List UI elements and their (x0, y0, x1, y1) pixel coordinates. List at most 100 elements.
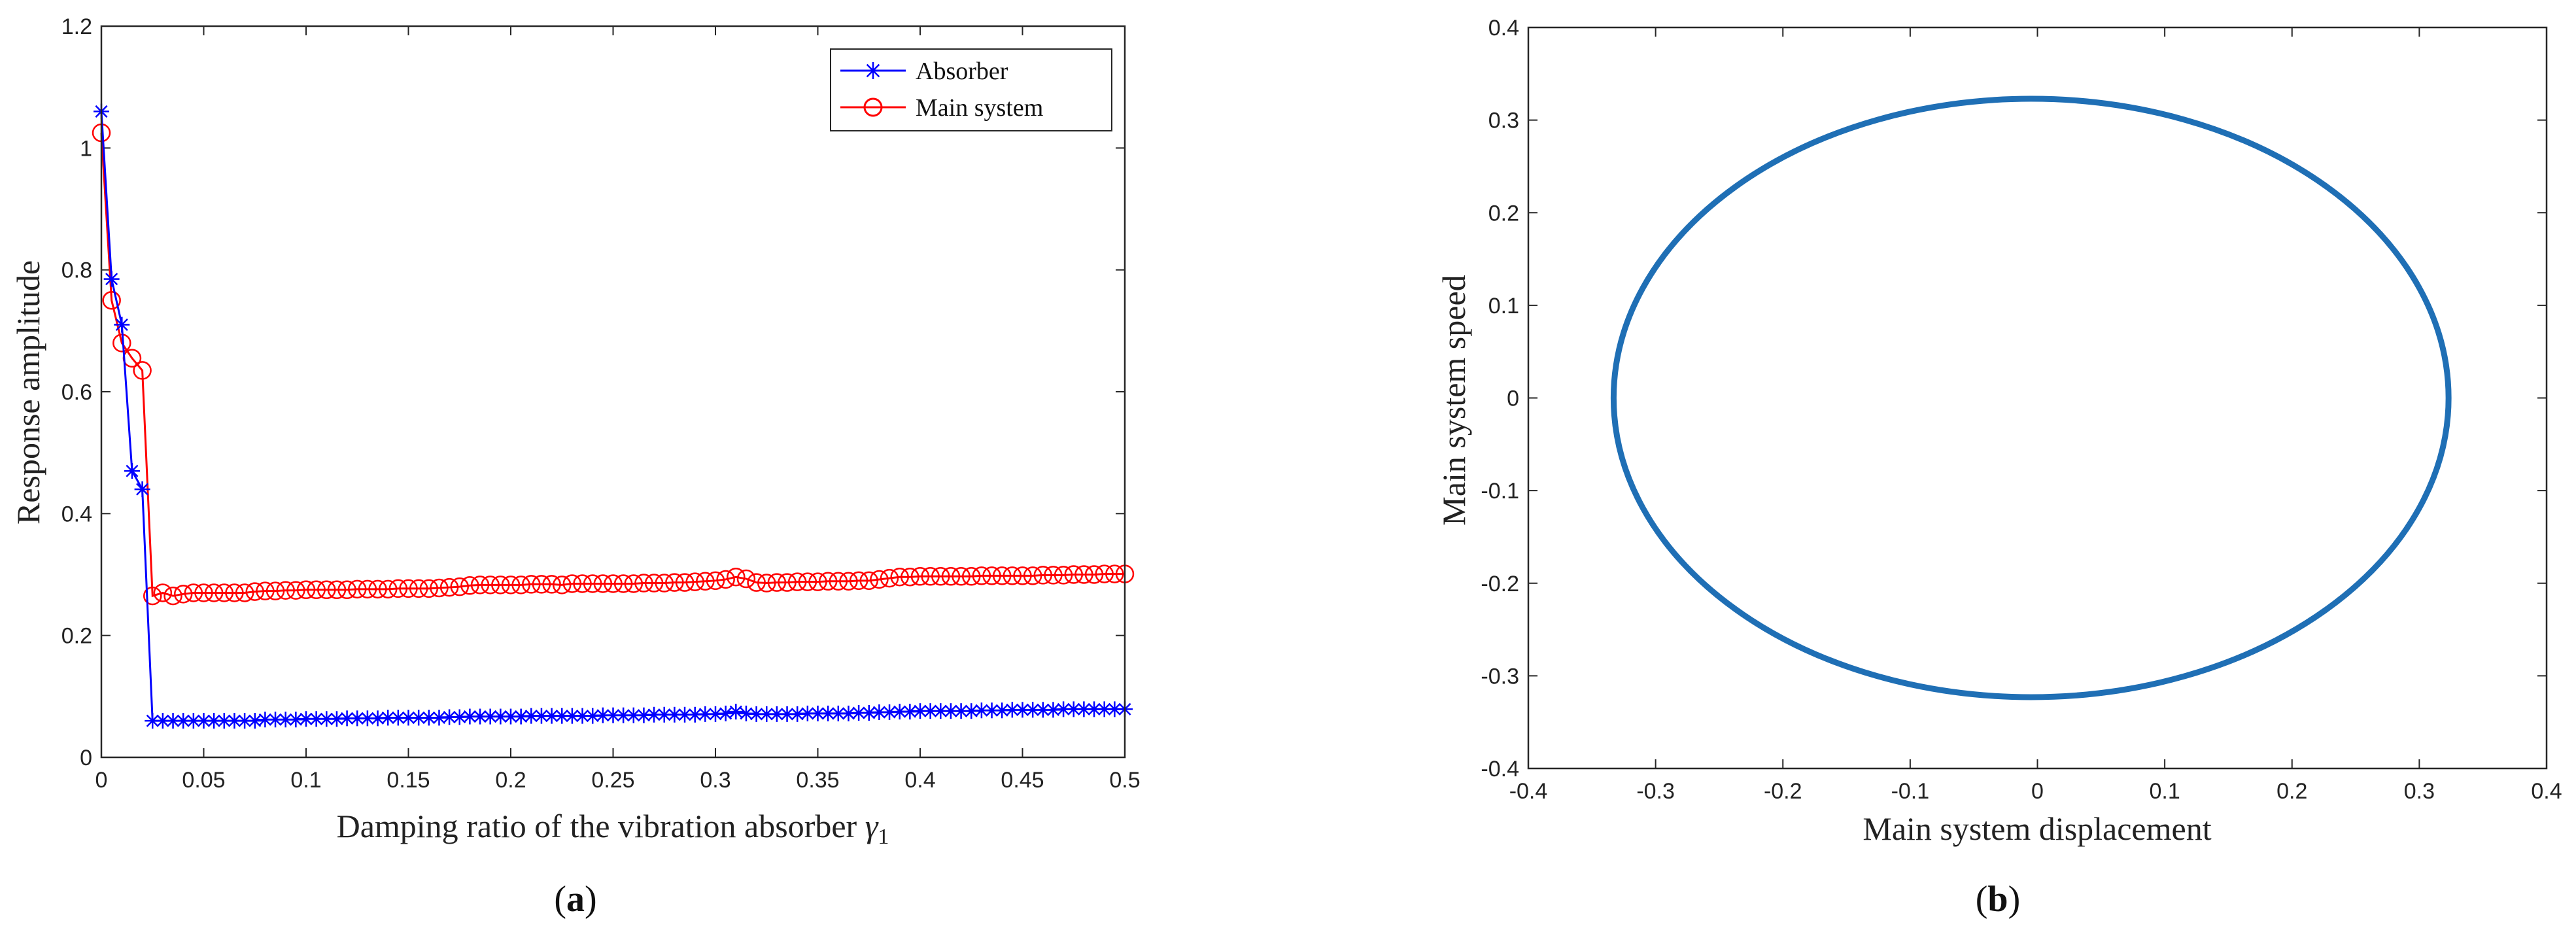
main-system-point (388, 579, 408, 598)
main-system-point (910, 567, 930, 586)
main-system-point (296, 580, 316, 600)
panel-b-x-tick-label: -0.3 (1636, 779, 1675, 804)
absorber-point (882, 704, 898, 721)
panel-a-x-tick-label: 0.3 (700, 768, 730, 793)
main-system-point (839, 572, 858, 591)
panel-b-letter: b (1987, 879, 2008, 920)
panel-a-x-tick-label: 0.05 (182, 768, 225, 793)
panel-b-ticks: -0.4 -0.3 -0.2 -0.1 0 0.1 0.2 0.3 0.4 -0.4 -0.3 -0.… (1481, 16, 2562, 804)
absorber-point (247, 713, 263, 729)
main-system-point (634, 574, 653, 593)
main-system-point (727, 567, 746, 587)
main-system-point (880, 568, 899, 588)
legend-absorber-asterisk (865, 62, 882, 79)
main-system-point (736, 569, 756, 589)
legend-main-system-marker-icon (863, 97, 883, 117)
panel-a-x-tick-label: 0.35 (796, 768, 839, 793)
main-system-point (962, 567, 981, 586)
panel-b-x-tick-label: 0.3 (2404, 779, 2435, 804)
main-system-point (849, 571, 868, 591)
absorber-point (564, 708, 580, 724)
main-system-point (787, 572, 807, 591)
main-system-point (593, 574, 613, 593)
main-system-point (1074, 565, 1093, 584)
absorber-point (349, 710, 366, 727)
main-system-point (808, 572, 827, 591)
main-system-point (767, 573, 787, 592)
panel-a-y-axis-label: Response amplitude (10, 260, 46, 525)
main-system-point (604, 574, 623, 593)
panel-b-y-tick-label: 0.2 (1488, 201, 1519, 226)
absorber-point (492, 708, 509, 725)
panel-a-x-tick-label: 0.4 (904, 768, 935, 793)
main-system-point (1054, 566, 1073, 585)
absorber-point (942, 703, 959, 719)
main-system-point (511, 576, 530, 594)
absorber-point (154, 713, 171, 729)
legend-main-system-entry: Main system (840, 94, 1043, 122)
main-system-point (982, 566, 1001, 585)
panel-a-y-tick-label: 0.6 (61, 380, 92, 405)
absorber-point (206, 713, 222, 729)
main-system-point (102, 291, 121, 310)
main-system-point (173, 585, 193, 604)
panel-b-x-tick-label: -0.4 (1509, 779, 1548, 804)
main-system-point (542, 575, 561, 594)
main-system-point (439, 577, 459, 597)
main-system-point (798, 572, 817, 591)
panel-a-y-tick-label: 0 (80, 746, 92, 770)
panel-b-y-tick-label: -0.2 (1481, 572, 1519, 596)
main-system-point (276, 581, 295, 600)
main-system-point (399, 579, 418, 598)
absorber-point (165, 713, 181, 729)
main-system-point (430, 578, 449, 598)
main-system-series (92, 123, 1135, 606)
main-system-point (358, 579, 377, 599)
main-system-point (1064, 565, 1083, 584)
absorber-point (605, 707, 621, 723)
main-system-point (624, 574, 644, 593)
panel-b-y-tick-label: -0.1 (1481, 479, 1519, 504)
main-system-point (1023, 566, 1042, 585)
panel-b-y-axis-label: Main system speed (1435, 275, 1472, 525)
panel-a-x-tick-label: 0.2 (495, 768, 526, 793)
main-system-point (133, 361, 152, 380)
main-system-point (675, 573, 695, 592)
absorber-point (779, 706, 795, 722)
panel-a-x-tick-label: 0.15 (386, 768, 430, 793)
absorber-point (411, 710, 427, 726)
panel-a-x-tick-label: 0.45 (1001, 768, 1044, 793)
panel-b-y-tick-label: 0.4 (1488, 16, 1519, 41)
panel-a-axes-frame (100, 25, 1126, 759)
absorber-point (503, 708, 519, 725)
absorber-point (114, 317, 130, 333)
main-system-point (921, 567, 940, 586)
main-system-point (286, 581, 305, 600)
absorber-point (257, 712, 273, 728)
panel-b-label: (b) (1976, 879, 2020, 920)
main-system-point (859, 571, 878, 591)
absorber-point (1096, 701, 1112, 717)
panel-b-y-tick-label: -0.3 (1481, 664, 1519, 689)
main-system-point (1095, 564, 1114, 583)
main-system-point (1105, 564, 1124, 583)
absorber-point (267, 712, 284, 728)
panel-b-y-tick-label: 0.1 (1488, 294, 1519, 319)
main-system-point (829, 572, 848, 591)
main-system-point (644, 574, 664, 593)
main-system-point (655, 574, 674, 593)
main-system-point (931, 567, 950, 586)
panel-a-x-tick-label: 0.5 (1109, 768, 1140, 793)
main-system-point (327, 580, 347, 600)
absorber-point (543, 708, 560, 724)
panel-b: -0.4 -0.3 -0.2 -0.1 0 0.1 0.2 0.3 0.4 -0.4 -0.3 -0.… (1435, 16, 2562, 920)
absorber-point (145, 713, 161, 729)
panel-a-y-tick-label: 0.8 (61, 258, 92, 283)
main-system-point (163, 586, 182, 606)
main-system-point (204, 583, 224, 602)
main-system-point (553, 576, 572, 594)
main-system-point (562, 574, 582, 593)
main-system-point (143, 586, 162, 606)
main-system-point (460, 576, 479, 595)
